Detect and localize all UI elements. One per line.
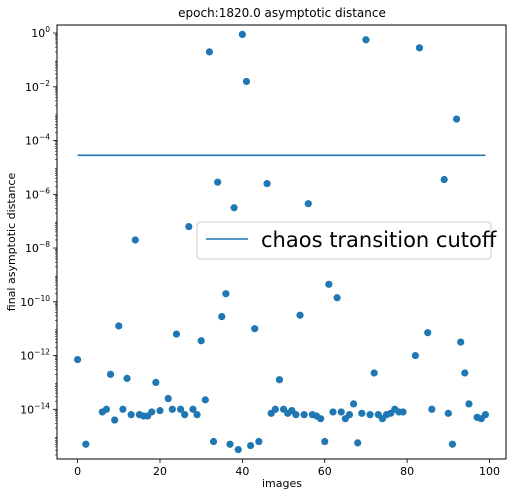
- data-point: [345, 411, 354, 419]
- data-point: [292, 411, 300, 419]
- data-point: [230, 204, 238, 212]
- data-point: [127, 411, 135, 419]
- x-axis-label: images: [262, 477, 302, 490]
- data-point: [238, 30, 246, 39]
- x-axis: 0 20 40 60 80 100: [74, 459, 500, 478]
- data-point: [156, 407, 164, 415]
- data-point: [73, 355, 82, 364]
- chart-title: epoch:1820.0 asymptotic distance: [178, 6, 386, 20]
- data-point: [102, 405, 111, 413]
- data-point: [185, 222, 193, 231]
- data-point: [152, 378, 160, 387]
- data-point: [176, 405, 185, 413]
- data-point: [205, 48, 214, 56]
- y-tick-label: 10−6: [25, 186, 50, 201]
- data-point: [321, 437, 329, 446]
- y-tick-label: 10−10: [20, 294, 50, 309]
- y-tick-label: 100: [31, 25, 50, 40]
- data-point: [275, 376, 284, 384]
- data-point: [181, 411, 189, 419]
- data-point: [247, 441, 255, 450]
- data-point: [448, 440, 457, 448]
- data-point: [424, 329, 432, 337]
- data-point: [370, 369, 378, 377]
- x-tick-label: 40: [235, 465, 249, 478]
- data-point: [271, 405, 279, 413]
- legend: chaos transition cutoff: [196, 221, 497, 260]
- plot-frame: [56, 24, 507, 460]
- data-point: [82, 440, 90, 448]
- legend-box: [196, 221, 492, 260]
- data-point: [119, 405, 127, 413]
- data-point: [444, 409, 452, 417]
- y-tick-label: 10−14: [20, 401, 50, 416]
- y-axis: 100 10−2 10−4 10−6 10−8 10−10 10−12 10−14: [20, 25, 57, 456]
- data-point: [123, 374, 131, 382]
- y-axis-label: final asymptotic distance: [5, 173, 18, 312]
- data-point: [411, 351, 419, 360]
- data-point: [300, 411, 308, 419]
- data-point: [164, 394, 172, 403]
- data-point: [457, 338, 465, 346]
- data-point: [333, 294, 341, 302]
- data-point: [189, 405, 197, 413]
- data-point: [172, 330, 181, 338]
- data-point: [222, 290, 230, 298]
- data-point: [193, 411, 201, 419]
- data-point: [106, 370, 115, 378]
- y-tick-label: 10−4: [25, 133, 50, 148]
- y-tick-label: 10−8: [25, 240, 50, 255]
- data-point: [115, 322, 123, 330]
- data-point: [452, 115, 461, 123]
- data-point: [337, 408, 345, 416]
- data-point: [263, 179, 271, 188]
- legend-label: chaos transition cutoff: [261, 228, 497, 252]
- data-point: [304, 200, 312, 208]
- data-point: [218, 312, 226, 321]
- data-point: [465, 400, 473, 408]
- data-point: [251, 325, 259, 333]
- data-point: [214, 178, 222, 186]
- data-point: [481, 411, 490, 419]
- data-point: [366, 411, 374, 419]
- data-point: [296, 311, 304, 319]
- data-point: [415, 44, 424, 52]
- data-point: [148, 408, 156, 416]
- data-point: [349, 400, 358, 408]
- data-point: [399, 408, 407, 416]
- plot-marks: [73, 30, 490, 454]
- data-point: [197, 337, 205, 345]
- data-point: [201, 396, 209, 404]
- data-point: [234, 445, 242, 454]
- data-point: [317, 415, 325, 423]
- data-point: [440, 175, 448, 184]
- x-tick-label: 60: [318, 465, 332, 478]
- data-point: [358, 409, 366, 417]
- data-point: [362, 36, 370, 44]
- x-tick-label: 20: [153, 465, 167, 478]
- x-tick-label: 0: [74, 465, 81, 478]
- data-point: [354, 439, 362, 447]
- data-point: [131, 236, 139, 244]
- data-point: [209, 437, 218, 446]
- y-tick-label: 10−12: [20, 348, 50, 363]
- data-point: [226, 440, 234, 448]
- data-point: [111, 416, 119, 424]
- x-tick-label: 100: [479, 465, 500, 478]
- x-tick-label: 80: [400, 465, 414, 478]
- data-point: [329, 408, 337, 416]
- data-point: [168, 405, 176, 413]
- data-point: [461, 369, 469, 377]
- y-tick-label: 10−2: [25, 79, 50, 94]
- data-point: [242, 77, 251, 86]
- data-point: [325, 280, 333, 288]
- data-point: [428, 405, 436, 413]
- data-point: [255, 437, 263, 446]
